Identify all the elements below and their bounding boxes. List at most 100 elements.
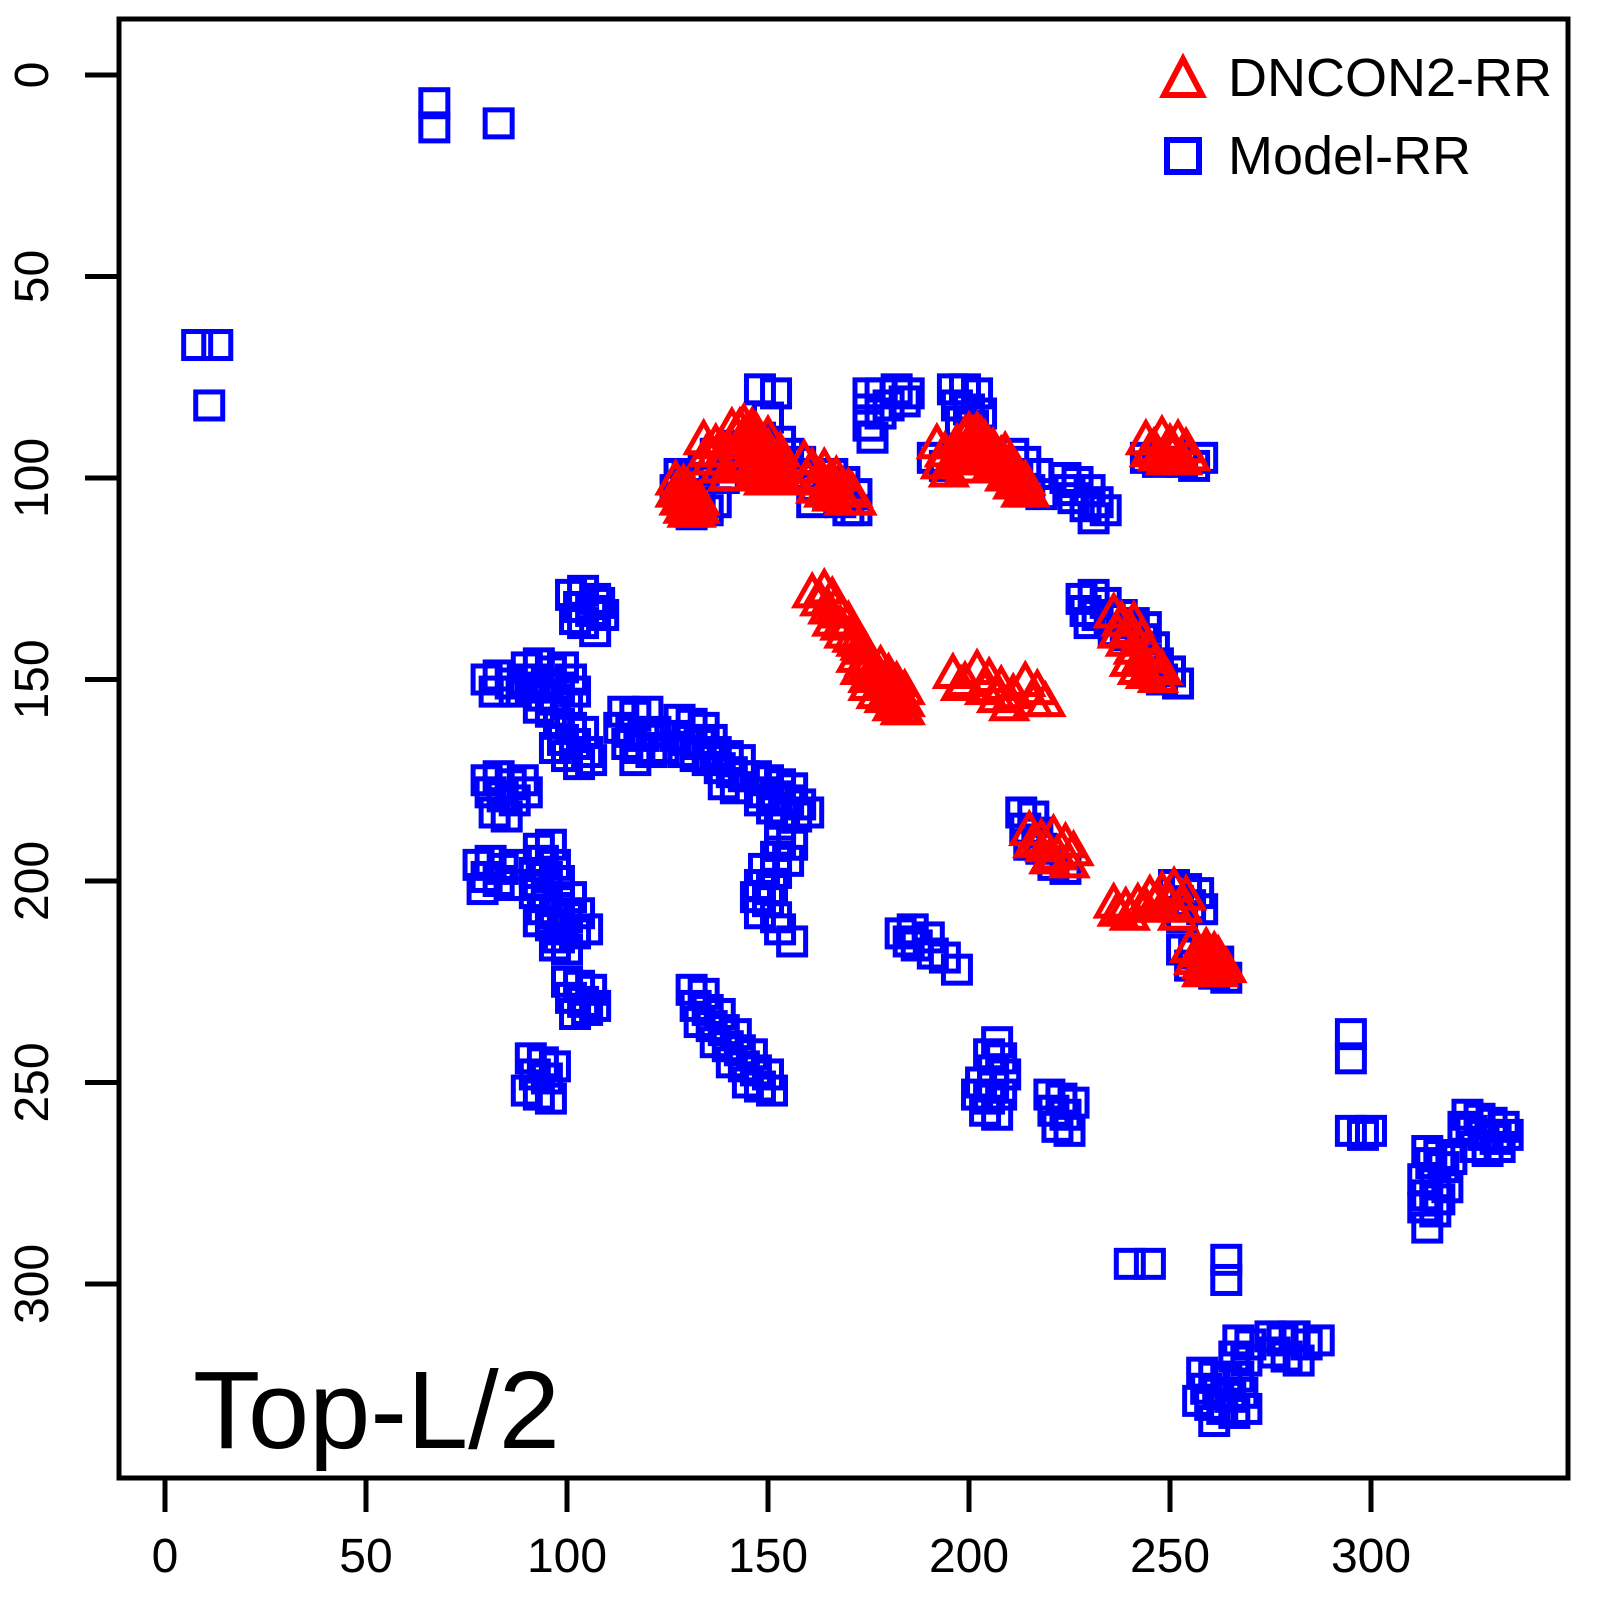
data-point-square	[1411, 1211, 1444, 1244]
data-point-square	[1355, 1114, 1387, 1147]
data-point-square	[760, 377, 793, 410]
x-tick-label: 150	[728, 1530, 808, 1583]
data-point-square	[743, 897, 776, 930]
data-point-triangle	[1136, 433, 1180, 472]
data-point-square	[1113, 1247, 1146, 1280]
data-point-triangle	[839, 647, 882, 685]
data-point-square	[571, 993, 604, 1026]
data-point-triangle	[847, 655, 890, 693]
data-point-square	[1053, 1114, 1086, 1147]
data-point-triangle	[1028, 836, 1071, 875]
data-point-triangle	[1156, 893, 1200, 931]
plot-annotation: Top-L/2	[193, 1349, 560, 1472]
data-point-square	[1483, 1130, 1516, 1163]
data-point-triangle	[863, 675, 906, 714]
x-tick-label: 0	[152, 1530, 179, 1583]
data-point-triangle	[1096, 889, 1140, 927]
data-point-square	[619, 744, 652, 777]
data-point-square	[579, 989, 612, 1022]
x-tick-label: 100	[527, 1530, 607, 1583]
legend-label-dncon2: DNCON2-RR	[1228, 48, 1552, 108]
y-tick-label: 250	[6, 1042, 59, 1122]
data-point-square	[1073, 607, 1106, 640]
y-tick-label: 100	[6, 438, 59, 518]
square-marker-icon	[1164, 137, 1202, 175]
data-point-square	[538, 732, 571, 765]
data-point-square	[1230, 1392, 1263, 1425]
data-point-triangle	[794, 466, 838, 504]
data-point-square	[1226, 1376, 1259, 1409]
data-point-triangle	[971, 441, 1015, 480]
triangle-marker-icon	[1159, 52, 1207, 98]
x-tick-label: 250	[1130, 1530, 1210, 1583]
series-dncon2-rr	[654, 401, 1248, 988]
data-point-square	[1419, 1195, 1452, 1228]
data-point-triangle	[666, 490, 709, 528]
data-point-square	[1053, 474, 1086, 507]
data-point-square	[534, 1082, 567, 1115]
data-point-triangle	[662, 461, 705, 500]
data-point-square	[872, 389, 905, 422]
plot-border	[116, 16, 1571, 1481]
data-point-square	[1346, 1118, 1379, 1151]
data-point-triangle	[835, 478, 878, 516]
x-axis: 0 50 100 150 200 250 300	[152, 1478, 1411, 1583]
data-point-square	[1230, 1344, 1263, 1377]
data-point-square	[1210, 1263, 1243, 1296]
data-point-square	[1282, 1344, 1315, 1377]
data-point-square	[559, 603, 592, 636]
data-point-square	[551, 933, 583, 966]
data-point-square	[892, 925, 925, 958]
data-point-square	[1198, 1405, 1231, 1438]
x-tick-label: 50	[339, 1530, 392, 1583]
data-point-triangle	[802, 566, 846, 605]
data-point-square	[985, 1078, 1018, 1111]
data-point-square	[193, 389, 226, 422]
data-point-triangle	[1160, 437, 1204, 476]
data-point-triangle	[947, 425, 991, 464]
data-point-square	[981, 1098, 1014, 1131]
data-point-triangle	[1196, 933, 1240, 972]
data-point-square	[490, 800, 523, 833]
data-point-square	[1222, 1360, 1255, 1393]
data-point-square	[466, 873, 499, 906]
data-point-triangle	[750, 457, 794, 496]
y-tick-label: 50	[6, 250, 59, 303]
y-axis: 0 50 100 150 200 250 300	[6, 62, 119, 1324]
data-point-square	[514, 671, 547, 704]
data-point-square	[743, 784, 776, 817]
data-point-square	[418, 111, 451, 144]
data-point-square	[1210, 1243, 1243, 1276]
data-point-square	[510, 776, 543, 809]
data-point-square	[534, 828, 567, 861]
data-point-triangle	[987, 683, 1031, 722]
data-point-square	[1089, 494, 1122, 527]
data-point-square	[1182, 1384, 1215, 1417]
data-point-triangle	[983, 429, 1027, 468]
data-point-triangle	[786, 457, 830, 496]
data-point-triangle	[1012, 820, 1055, 859]
data-point-square	[1334, 1042, 1367, 1075]
data-point-triangle	[1140, 647, 1184, 685]
data-point-square	[1447, 1110, 1480, 1143]
data-point-square	[522, 905, 555, 938]
y-tick-label: 300	[6, 1244, 59, 1324]
data-point-triangle	[811, 457, 854, 496]
data-point-triangle	[1124, 885, 1168, 923]
data-point-triangle	[871, 683, 914, 722]
y-tick-label: 200	[6, 841, 59, 921]
data-point-triangle	[939, 663, 983, 702]
data-point-square	[575, 744, 608, 777]
data-point-triangle	[1112, 599, 1156, 637]
data-point-triangle	[758, 429, 802, 468]
legend-label-model: Model-RR	[1228, 126, 1471, 186]
data-point-triangle	[1128, 429, 1172, 468]
data-point-square	[478, 675, 511, 708]
data-point-triangle	[790, 570, 834, 609]
data-point-square	[776, 925, 809, 958]
y-tick-label: 150	[6, 639, 59, 719]
series-model-rr	[181, 87, 1524, 1438]
data-point-square	[940, 953, 973, 986]
